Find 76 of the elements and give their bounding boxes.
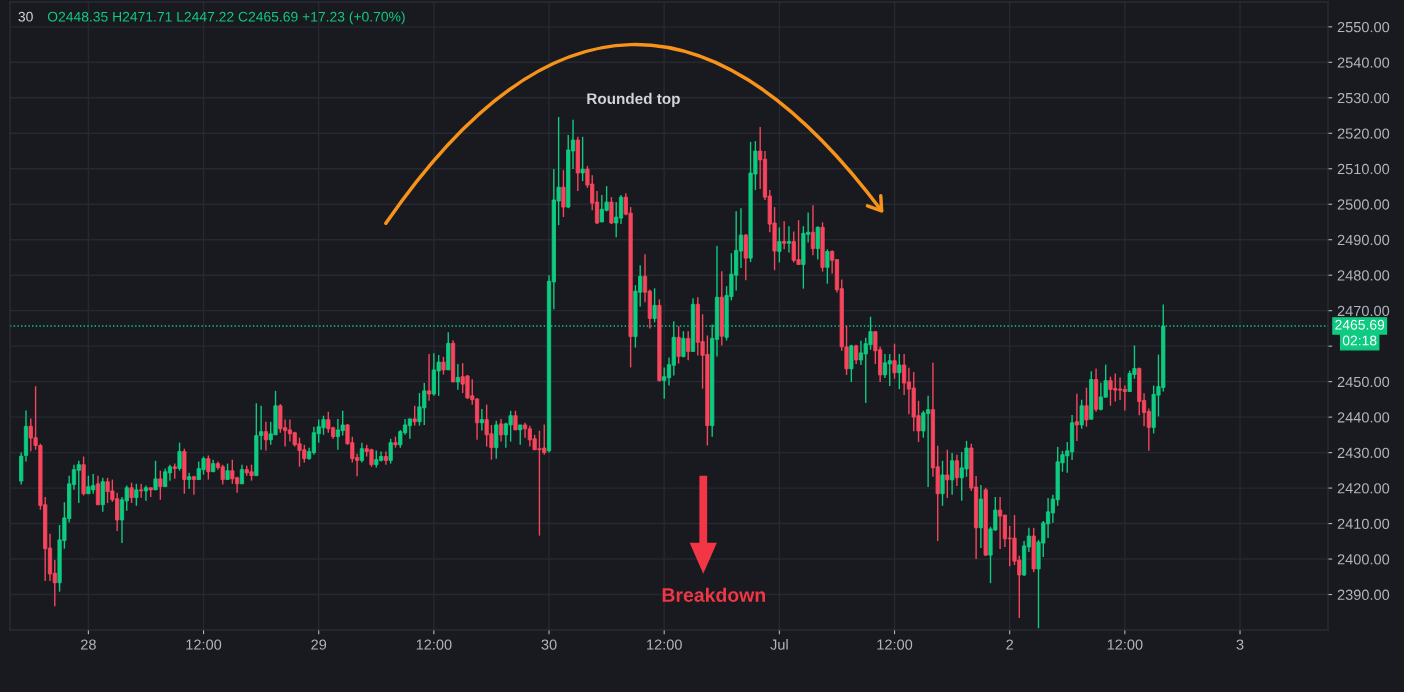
candlestick [182,448,187,495]
y-tick-label: 2510.00 [1337,163,1390,175]
candlestick [580,136,585,182]
candlestick [254,402,259,477]
candlestick [76,460,81,504]
ref-line-label: 2465.69 [1335,319,1385,330]
candlestick [609,196,614,225]
text: O2448.35 H2471.71 L2447.22 C2465.69 +17.23 (+0.70%) [47,11,405,25]
candlestick [1079,399,1084,430]
y-tick-label: 2540.00 [1337,57,1390,68]
candlestick [652,287,657,324]
y-tick-label: 2500.00 [1337,199,1390,210]
x-tick-label: 12:00 [1107,639,1143,650]
candlestick [513,410,518,431]
y-tick-label: 2450.00 [1337,376,1390,388]
candlestick [412,405,417,427]
candlestick [887,353,892,387]
x-tick-label: 3 [1236,639,1244,650]
candlestick [681,330,686,359]
candlestick [676,325,681,365]
y-tick-label: 2440.00 [1337,412,1390,423]
candlestick [820,221,825,273]
y-tick-label: 2400.00 [1337,554,1390,565]
x-tick-label: 28 [81,639,96,650]
candlestick [1089,370,1094,420]
x-tick-label: 12:00 [186,639,222,650]
candlestick [945,449,950,499]
candlestick [100,477,105,513]
y-tick-label: 2530.00 [1337,92,1390,104]
candlestick [494,419,499,460]
x-tick-label: 29 [311,639,327,650]
candlestick [129,482,134,504]
y-tick-label: 2410.00 [1337,518,1390,529]
y-tick-label: 2480.00 [1337,270,1390,281]
x-tick-label: Jul [770,639,788,650]
candlestick [1084,386,1089,428]
candlestick [719,270,724,347]
candlestick [388,438,393,465]
candlestick [1031,527,1036,573]
candlestick [220,463,225,486]
candlestick [777,226,782,264]
candlestick [134,483,139,507]
candlestick [743,233,748,281]
x-tick-label: 12:00 [416,639,452,650]
candlestick [657,298,662,383]
candlestick [446,331,451,371]
x-tick-label: 12:00 [877,639,913,650]
text: 02:18 [1342,335,1377,346]
candlestick [892,342,897,380]
y-tick-label: 2470.00 [1337,305,1390,317]
candlestick [825,248,830,285]
candlestick [81,455,86,497]
candlestick [897,353,902,390]
x-tick-label: 2 [1006,639,1014,650]
candlestick [158,469,163,501]
x-tick-label: 30 [541,639,557,650]
y-tick-label: 2550.00 [1337,21,1390,33]
text: 30 [18,11,33,22]
candlestick [983,487,988,557]
candlestick [518,424,523,446]
candlestick [153,460,158,491]
y-tick-label: 2420.00 [1337,483,1390,494]
y-tick-label: 2390.00 [1337,589,1390,600]
x-tick-label: 12:00 [647,639,682,650]
candlestick [436,354,441,397]
annotation: Rounded top [587,92,680,108]
y-tick-label: 2430.00 [1337,447,1390,459]
y-tick-label: 2520.00 [1337,128,1390,139]
candlestick [849,344,854,383]
y-tick-label: 2490.00 [1337,234,1390,246]
annotation: Breakdown [662,587,766,602]
candlestick [561,169,566,218]
candlestick [815,225,820,261]
candlestick [177,441,182,472]
candlestick [206,454,211,481]
candlestick [940,460,945,507]
